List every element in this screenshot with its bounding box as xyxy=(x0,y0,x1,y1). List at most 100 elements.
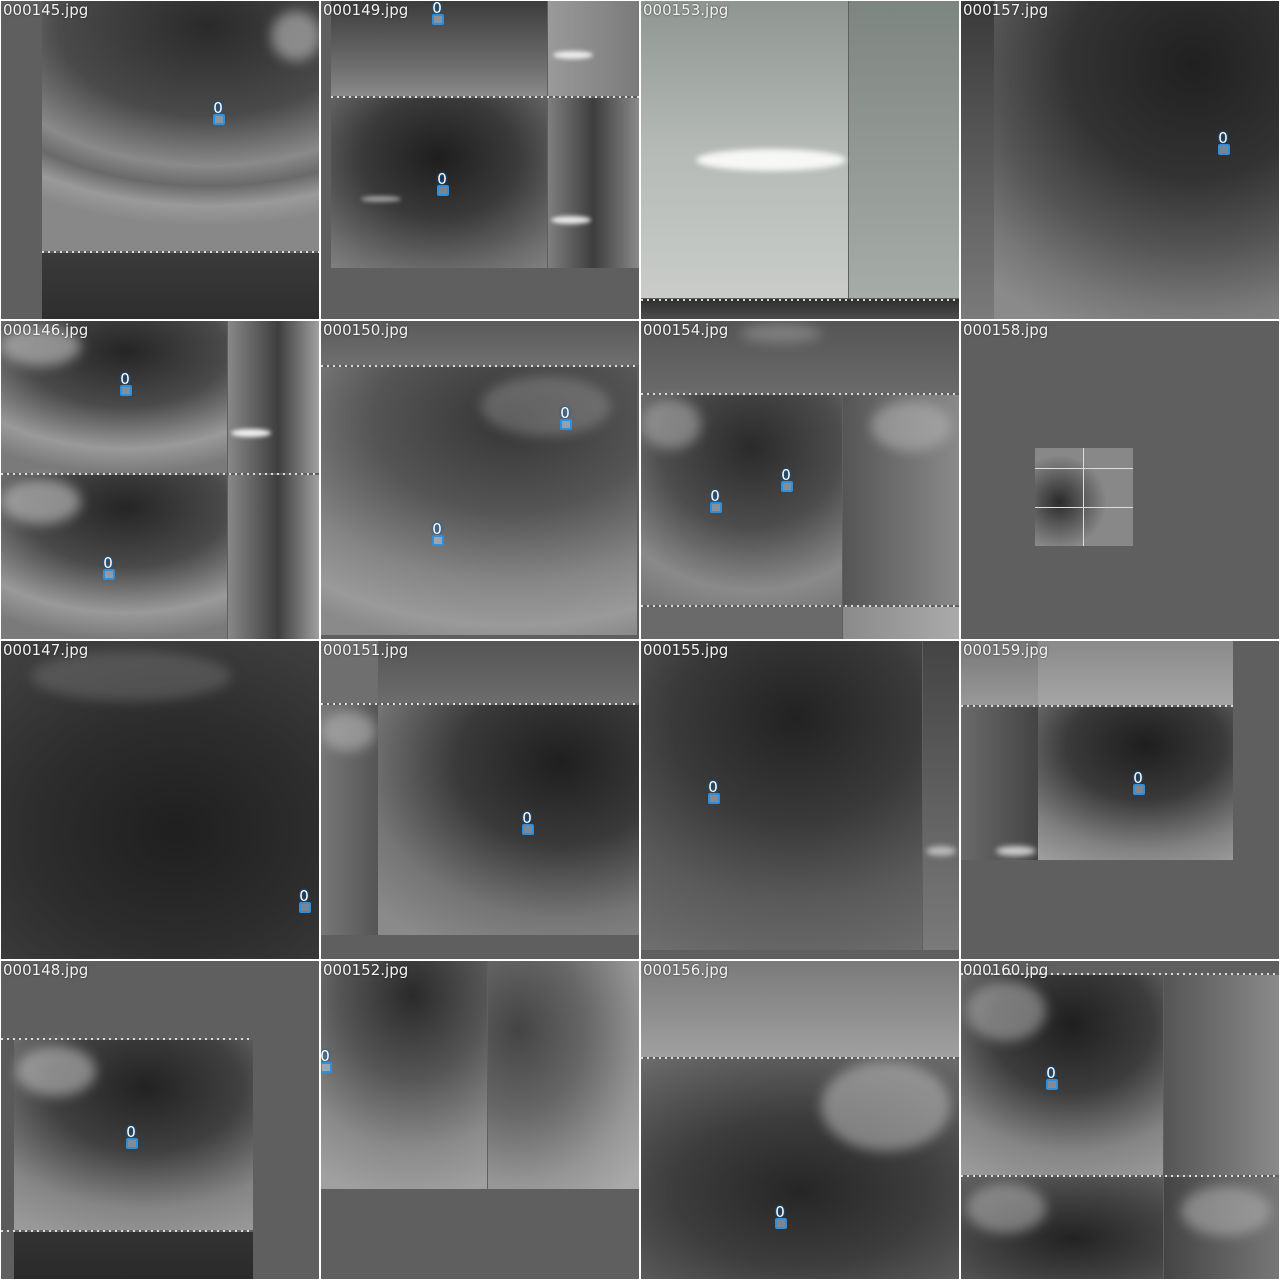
detection-label: 0 xyxy=(775,1203,785,1221)
detection-marker: 0 xyxy=(707,488,723,513)
detection-box xyxy=(120,385,132,396)
cloud-image xyxy=(1,479,81,524)
mosaic-tile xyxy=(1038,641,1233,705)
mosaic-tile xyxy=(1164,975,1279,1175)
cloud-image xyxy=(871,401,951,451)
image-filename: 000148.jpg xyxy=(3,961,89,979)
mosaic-tile xyxy=(548,1,639,96)
image-border-ruler xyxy=(961,705,1233,707)
image-border-ruler xyxy=(961,973,1279,975)
detection-box xyxy=(321,1062,332,1073)
detection-box xyxy=(299,902,311,913)
grid-cell-000159[interactable]: 0 000159.jpg xyxy=(961,641,1279,959)
detection-box xyxy=(1133,784,1145,795)
detection-marker: 0 xyxy=(1043,1064,1059,1090)
detection-marker: 0 xyxy=(429,520,445,546)
detection-label: 0 xyxy=(432,520,442,538)
detection-marker: 0 xyxy=(557,405,573,430)
grid-cell-000148[interactable]: 0 000148.jpg xyxy=(1,961,319,1279)
detection-label: 0 xyxy=(1046,1064,1056,1082)
image-border-ruler xyxy=(641,605,959,607)
image-filename: 000152.jpg xyxy=(323,961,409,979)
detection-marker: 0 xyxy=(772,1203,788,1229)
mosaic-tile xyxy=(321,367,637,635)
detection-marker: 0 xyxy=(296,887,312,913)
grid-cell-000145[interactable]: 0 000145.jpg xyxy=(1,1,319,319)
detection-label: 0 xyxy=(103,554,113,572)
cloud-image xyxy=(966,981,1046,1041)
image-filename: 000153.jpg xyxy=(643,1,729,19)
grid-cell-000160[interactable]: 0 000160.jpg xyxy=(961,961,1279,1279)
mosaic-tile xyxy=(923,641,959,950)
grid-cell-000152[interactable]: 0 000152.jpg xyxy=(321,961,639,1279)
image-border-ruler xyxy=(641,393,959,395)
detection-marker: 0 xyxy=(429,1,445,25)
cloud-image xyxy=(741,323,821,343)
mosaic-tile xyxy=(378,705,639,935)
cloud-image xyxy=(1181,1186,1271,1236)
detection-box xyxy=(1046,1079,1058,1090)
detection-box xyxy=(710,502,722,513)
cloud-image xyxy=(821,1061,951,1151)
detection-marker: 0 xyxy=(1130,770,1146,795)
image-filename: 000154.jpg xyxy=(643,321,729,339)
detection-box xyxy=(1218,144,1230,155)
detection-marker: 0 xyxy=(117,371,133,396)
image-filename: 000149.jpg xyxy=(323,1,409,19)
image-filename: 000145.jpg xyxy=(3,1,89,19)
grid-cell-000154[interactable]: 0 0 000154.jpg xyxy=(641,321,959,639)
detection-box xyxy=(432,535,444,546)
image-border-ruler xyxy=(321,365,639,367)
cloud-image xyxy=(321,711,376,751)
mosaic-tile xyxy=(228,321,319,473)
image-border-ruler xyxy=(641,299,959,301)
image-filename: 000150.jpg xyxy=(323,321,409,339)
detection-box xyxy=(432,14,444,25)
image-filename: 000158.jpg xyxy=(963,321,1049,339)
cloud-image xyxy=(551,216,591,224)
cloud-image xyxy=(1,326,81,366)
cloud-image xyxy=(271,11,319,61)
grid-cell-000153[interactable]: 000153.jpg xyxy=(641,1,959,319)
detection-label: 0 xyxy=(213,99,223,117)
mosaic-tile xyxy=(42,253,319,319)
mosaic-tile xyxy=(641,607,842,639)
grid-cell-000157[interactable]: 0 000157.jpg xyxy=(961,1,1279,319)
grid-cell-000155[interactable]: 0 000155.jpg xyxy=(641,641,959,959)
mosaic-tile xyxy=(961,707,1038,860)
grid-cell-000156[interactable]: 0 000156.jpg xyxy=(641,961,959,1279)
mosaic-tile xyxy=(321,641,378,703)
image-border-ruler xyxy=(1,1230,253,1232)
image-filename: 000155.jpg xyxy=(643,641,729,659)
grid-cell-000146[interactable]: 0 0 000146.jpg xyxy=(1,321,319,639)
mosaic-tile xyxy=(641,299,959,319)
grid-cell-000158[interactable]: 000158.jpg xyxy=(961,321,1279,639)
image-border-ruler xyxy=(1,1038,253,1040)
detection-box xyxy=(708,793,720,804)
cloud-image xyxy=(16,1046,96,1096)
image-border-ruler xyxy=(331,96,639,98)
grid-cell-000151[interactable]: 0 000151.jpg xyxy=(321,641,639,959)
mosaic-thumbnail xyxy=(1035,448,1133,546)
mosaic-tile xyxy=(321,321,639,365)
grid-cell-000147[interactable]: 0 000147.jpg xyxy=(1,641,319,959)
detection-marker: 0 xyxy=(1215,130,1231,155)
image-filename: 000157.jpg xyxy=(963,1,1049,19)
detection-marker: 0 xyxy=(321,1048,333,1073)
cloud-image xyxy=(481,376,611,436)
detection-label: 0 xyxy=(781,466,791,484)
detection-label: 0 xyxy=(299,887,309,905)
cloud-image xyxy=(996,846,1036,856)
mosaic-tile xyxy=(641,641,922,950)
image-border-ruler xyxy=(961,1175,1279,1177)
cloud-image xyxy=(966,1183,1046,1233)
mosaic-tile xyxy=(1038,707,1233,860)
image-filename: 000160.jpg xyxy=(963,961,1049,979)
cloud-image xyxy=(696,149,846,171)
detection-marker: 0 xyxy=(100,554,116,580)
mosaic-tile xyxy=(641,961,959,1057)
grid-cell-000149[interactable]: 0 0 000149.jpg xyxy=(321,1,639,319)
mosaic-tile xyxy=(488,961,639,1189)
grid-cell-000150[interactable]: 0 0 000150.jpg xyxy=(321,321,639,639)
detection-label: 0 xyxy=(522,809,532,827)
